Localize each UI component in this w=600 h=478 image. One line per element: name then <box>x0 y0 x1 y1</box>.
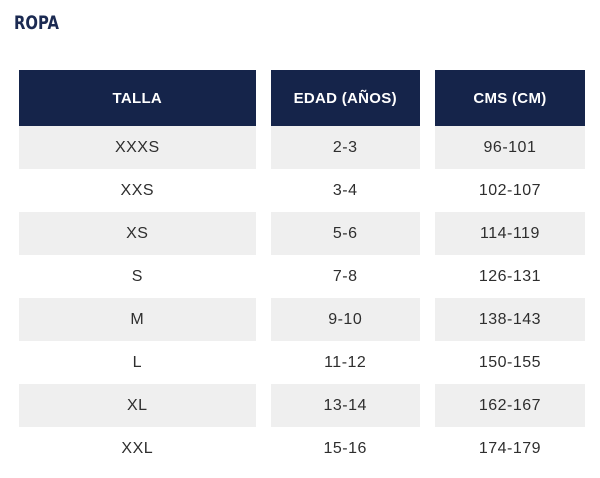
table-row: XS 5-6 114-119 <box>19 212 585 255</box>
cell-cms: 150-155 <box>478 353 542 371</box>
cell-talla: S <box>131 267 143 285</box>
cell-edad: 2-3 <box>270 126 420 169</box>
cell-cms: 138-143 <box>434 298 585 341</box>
cell-cms: 174-179 <box>478 439 542 457</box>
cell-cms: 102-107 <box>478 181 542 199</box>
header-cms: CMS (CM) <box>434 70 585 126</box>
table-row: L 11-12 150-155 <box>19 341 585 384</box>
cell-talla: XS <box>19 212 256 255</box>
cell-edad: 9-10 <box>270 298 420 341</box>
cell-talla: XL <box>19 384 256 427</box>
cell-edad: 15-16 <box>323 439 367 457</box>
cell-edad: 13-14 <box>270 384 420 427</box>
table-row: XXL 15-16 174-179 <box>19 427 585 470</box>
cell-talla: L <box>132 353 142 371</box>
table-row: XXS 3-4 102-107 <box>19 169 585 212</box>
cell-edad: 11-12 <box>324 353 367 371</box>
size-chart-table: TALLA EDAD (AÑOS) CMS (CM) XXXS 2-3 96-1… <box>4 70 600 470</box>
cell-edad: 5-6 <box>270 212 420 255</box>
header-edad: EDAD (AÑOS) <box>270 70 420 126</box>
table-row: S 7-8 126-131 <box>19 255 585 298</box>
table-row: XXXS 2-3 96-101 <box>19 126 585 169</box>
cell-edad: 7-8 <box>332 267 358 285</box>
cell-talla: XXXS <box>19 126 256 169</box>
cell-edad: 3-4 <box>332 181 358 199</box>
header-talla: TALLA <box>19 70 256 126</box>
table-row: XL 13-14 162-167 <box>19 384 585 427</box>
cell-cms: 162-167 <box>434 384 585 427</box>
table-header-row: TALLA EDAD (AÑOS) CMS (CM) <box>19 70 585 126</box>
cell-talla: M <box>19 298 256 341</box>
cell-cms: 114-119 <box>434 212 585 255</box>
cell-cms: 126-131 <box>478 267 542 285</box>
page-title: ROPA <box>14 12 59 34</box>
cell-cms: 96-101 <box>434 126 585 169</box>
cell-talla: XXS <box>120 181 155 199</box>
cell-talla: XXL <box>121 439 154 457</box>
table-row: M 9-10 138-143 <box>19 298 585 341</box>
